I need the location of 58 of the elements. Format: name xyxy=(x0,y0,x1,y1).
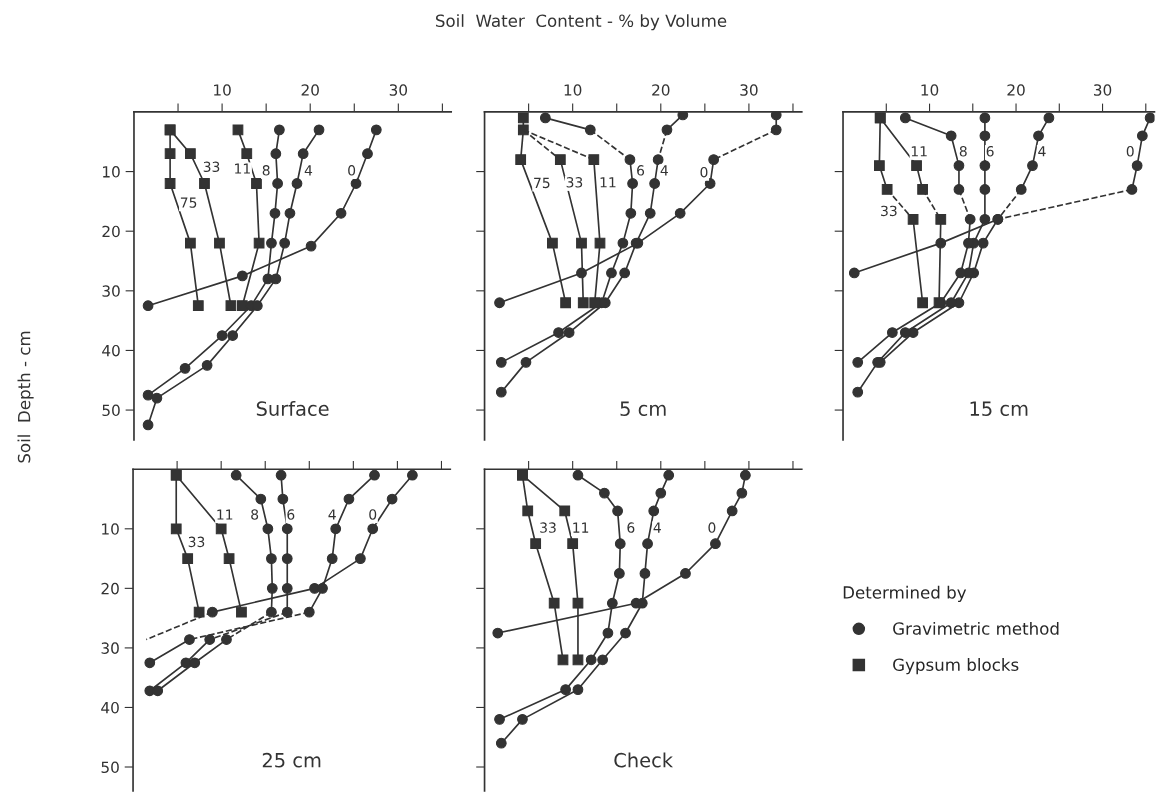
annotation: 11 xyxy=(235,163,250,174)
annotation: 33 xyxy=(203,161,220,173)
x-tick-label: 20 xyxy=(1007,84,1025,96)
x-tick-label: 30 xyxy=(740,84,758,96)
annotation: 33 xyxy=(540,522,556,533)
annotation: 4 xyxy=(304,165,313,176)
annotation: 6 xyxy=(287,509,295,520)
annotation: 33 xyxy=(881,205,897,217)
annotation: 33 xyxy=(566,177,583,188)
x-tick-label: 10 xyxy=(564,84,582,96)
legend-label: Gravimetric method xyxy=(893,621,1059,635)
annotation: 6 xyxy=(637,165,645,176)
x-tick-label: 20 xyxy=(652,84,670,96)
y-tick-label: 40 xyxy=(102,344,120,357)
annotation: 11 xyxy=(573,522,589,533)
annotation: 11 xyxy=(217,509,233,520)
y-tick-label: 20 xyxy=(102,225,120,238)
text: Surface xyxy=(256,400,329,416)
annotation: 11 xyxy=(911,146,927,157)
text: Check xyxy=(614,752,674,768)
annotation: 4 xyxy=(653,522,661,533)
text: 15 cm xyxy=(970,401,1028,416)
y-tick-label: 50 xyxy=(102,404,120,417)
x-tick-label: 10 xyxy=(921,84,939,96)
x-tick-label: 20 xyxy=(301,84,319,96)
annotation: 6 xyxy=(986,146,994,157)
x-axis-title: Soil Water Content - % by Volume xyxy=(435,14,727,31)
x-tick-label: 30 xyxy=(1093,84,1112,96)
annotation: 4 xyxy=(1038,146,1046,157)
annotation: 0 xyxy=(1126,146,1134,157)
annotation: 0 xyxy=(700,166,708,178)
annotation: 11 xyxy=(600,177,616,188)
y-tick-label: 10 xyxy=(102,523,119,535)
y-tick-label: 40 xyxy=(101,701,119,714)
annotation: 0 xyxy=(708,522,716,533)
text: 5 cm xyxy=(620,401,666,416)
annotation: 4 xyxy=(660,165,668,176)
y-axis-title: Soil Depth - cm xyxy=(17,331,34,463)
y-tick-label: 20 xyxy=(101,582,119,595)
annotation: 0 xyxy=(348,165,356,176)
y-tick-label: 10 xyxy=(103,166,120,178)
y-tick-label: 30 xyxy=(102,285,120,297)
y-tick-label: 50 xyxy=(101,761,119,774)
x-tick-label: 30 xyxy=(389,84,408,96)
annotation: 8 xyxy=(262,165,270,176)
annotation: 4 xyxy=(328,509,336,520)
annotation: 8 xyxy=(959,146,967,157)
x-tick-label: 10 xyxy=(214,84,231,96)
y-tick-label: 30 xyxy=(101,642,119,654)
annotation: 8 xyxy=(251,509,259,520)
legend-title: Determined by xyxy=(843,585,967,602)
annotation: 75 xyxy=(534,177,550,189)
legend-label: Gypsum blocks xyxy=(893,658,1019,675)
annotation: 33 xyxy=(188,536,205,548)
annotation: 6 xyxy=(627,522,635,533)
annotation: 75 xyxy=(180,197,197,208)
annotation: 0 xyxy=(369,509,377,520)
text: 25 cm xyxy=(262,752,321,768)
